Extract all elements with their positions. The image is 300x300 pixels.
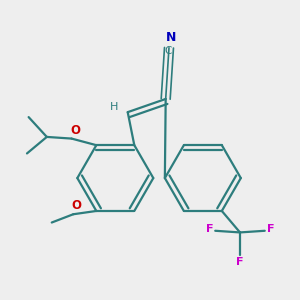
- Text: N: N: [166, 31, 176, 44]
- Text: F: F: [206, 224, 213, 235]
- Text: F: F: [267, 224, 274, 235]
- Text: C: C: [164, 46, 172, 56]
- Text: F: F: [236, 257, 244, 267]
- Text: O: O: [71, 199, 82, 212]
- Text: O: O: [70, 124, 80, 137]
- Text: H: H: [110, 102, 118, 112]
